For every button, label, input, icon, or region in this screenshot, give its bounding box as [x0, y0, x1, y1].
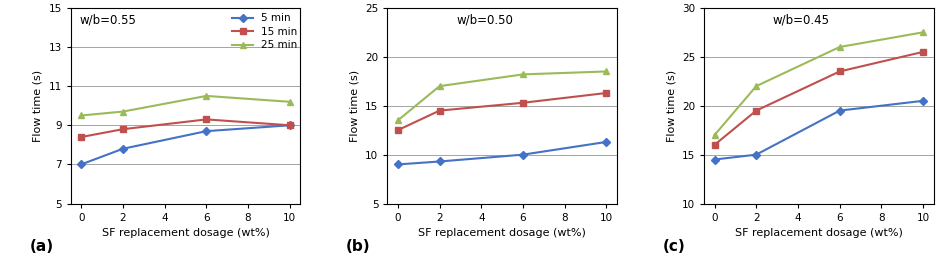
Text: (c): (c)	[663, 239, 686, 254]
5 min	[392, 163, 404, 166]
15 min	[75, 135, 87, 139]
5 min	[284, 124, 295, 127]
5 min	[434, 160, 445, 163]
15 min	[601, 91, 612, 94]
25 min	[201, 94, 212, 98]
15 min	[709, 143, 720, 146]
15 min	[518, 101, 529, 104]
5 min	[918, 99, 929, 102]
5 min	[751, 153, 762, 156]
X-axis label: SF replacement dosage (wt%): SF replacement dosage (wt%)	[418, 228, 587, 238]
Legend: 5 min, 15 min, 25 min: 5 min, 15 min, 25 min	[230, 11, 300, 52]
5 min	[518, 153, 529, 156]
25 min	[284, 100, 295, 103]
25 min	[709, 134, 720, 137]
5 min	[709, 158, 720, 161]
25 min	[75, 114, 87, 117]
X-axis label: SF replacement dosage (wt%): SF replacement dosage (wt%)	[102, 228, 270, 238]
Y-axis label: Flow time (s): Flow time (s)	[350, 70, 359, 142]
25 min	[117, 110, 128, 113]
Text: w/b=0.45: w/b=0.45	[773, 14, 830, 27]
25 min	[601, 70, 612, 73]
Y-axis label: Flow time (s): Flow time (s)	[33, 70, 42, 142]
25 min	[392, 119, 404, 122]
25 min	[434, 85, 445, 88]
25 min	[918, 31, 929, 34]
15 min	[751, 109, 762, 112]
15 min	[392, 129, 404, 132]
Line: 25 min: 25 min	[78, 93, 292, 118]
15 min	[201, 118, 212, 121]
15 min	[834, 70, 845, 73]
Line: 5 min: 5 min	[78, 122, 292, 167]
Text: (b): (b)	[346, 239, 371, 254]
Text: w/b=0.55: w/b=0.55	[80, 14, 137, 27]
5 min	[75, 163, 87, 166]
Line: 15 min: 15 min	[395, 90, 609, 133]
15 min	[918, 50, 929, 54]
Text: w/b=0.50: w/b=0.50	[456, 14, 513, 27]
Line: 5 min: 5 min	[712, 98, 926, 162]
25 min	[518, 73, 529, 76]
15 min	[434, 109, 445, 112]
Line: 15 min: 15 min	[78, 117, 292, 140]
Line: 25 min: 25 min	[712, 29, 926, 138]
25 min	[834, 45, 845, 49]
Line: 25 min: 25 min	[395, 69, 609, 123]
25 min	[751, 85, 762, 88]
Line: 15 min: 15 min	[712, 49, 926, 148]
Text: (a): (a)	[29, 239, 54, 254]
5 min	[601, 140, 612, 144]
15 min	[284, 124, 295, 127]
Y-axis label: Flow time (s): Flow time (s)	[667, 70, 676, 142]
5 min	[201, 130, 212, 133]
5 min	[834, 109, 845, 112]
5 min	[117, 147, 128, 150]
Line: 5 min: 5 min	[395, 139, 609, 167]
15 min	[117, 128, 128, 131]
X-axis label: SF replacement dosage (wt%): SF replacement dosage (wt%)	[735, 228, 902, 238]
